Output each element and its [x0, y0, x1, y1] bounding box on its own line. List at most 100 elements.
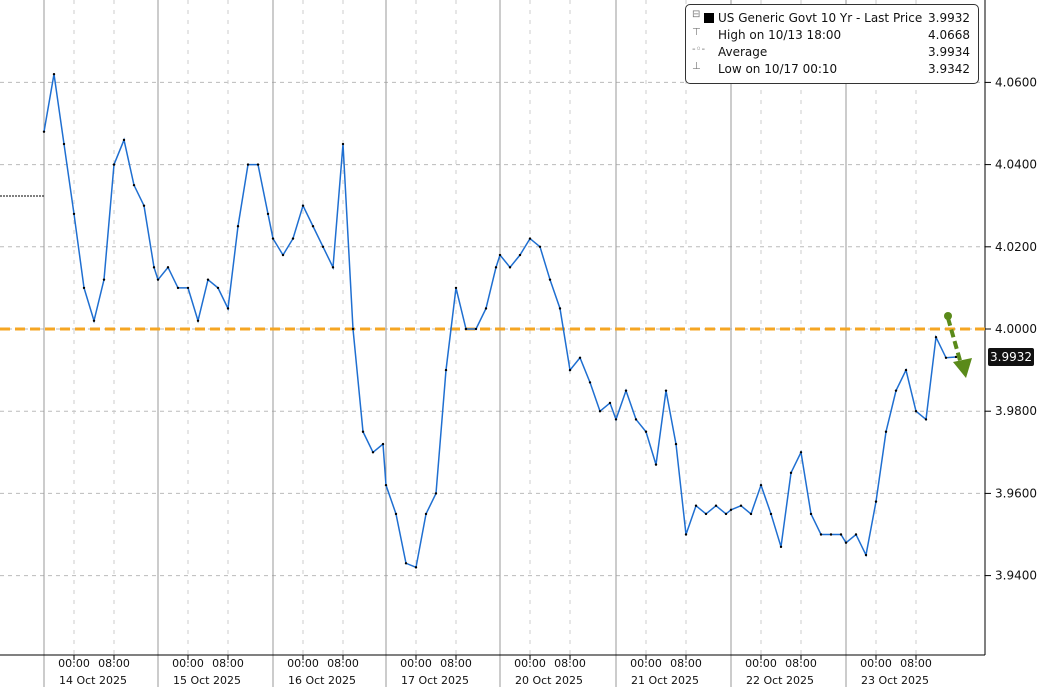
price-point: [102, 278, 106, 281]
y-tick-label: 4.0400: [995, 158, 1037, 172]
legend-title: US Generic Govt 10 Yr - Last Price: [718, 11, 923, 25]
price-point: [578, 356, 582, 359]
price-point: [809, 512, 813, 516]
low-icon: ⊥: [692, 61, 701, 72]
x-tick-label: 00:00: [514, 657, 546, 670]
price-point: [152, 266, 156, 269]
y-tick-label: 3.9600: [995, 486, 1037, 500]
price-point: [674, 442, 678, 446]
price-point: [361, 430, 365, 433]
price-point: [864, 553, 868, 557]
series-swatch: [704, 13, 714, 23]
price-point: [494, 266, 498, 269]
price-point: [528, 237, 532, 240]
price-line: [43, 74, 957, 569]
legend-high-label: High on 10/13 18:00: [718, 28, 842, 42]
price-point: [634, 418, 638, 421]
price-point: [598, 410, 602, 413]
price-point: [654, 463, 658, 466]
price-point: [176, 286, 180, 290]
price-point: [484, 307, 488, 310]
price-point: [301, 204, 305, 207]
x-date-label: 15 Oct 2025: [173, 674, 241, 687]
x-tick-label: 08:00: [785, 657, 817, 670]
x-tick-label: 00:00: [745, 657, 777, 670]
price-point: [424, 512, 428, 516]
price-point: [474, 327, 478, 331]
price-point: [166, 266, 170, 269]
price-point: [82, 286, 86, 290]
price-point: [799, 451, 803, 454]
legend: ⊟ US Generic Govt 10 Yr - Last Price 3.99…: [685, 4, 979, 84]
y-tick-label: 3.9800: [995, 404, 1037, 418]
price-point: [196, 319, 200, 322]
price-point: [92, 319, 96, 322]
price-point: [884, 430, 888, 433]
y-tick-label: 4.0000: [995, 322, 1037, 336]
price-point: [142, 204, 146, 207]
price-point: [568, 368, 572, 372]
down-arrow-head-icon: [953, 358, 972, 378]
price-point: [464, 327, 468, 331]
price-point: [331, 266, 335, 269]
price-point: [122, 138, 126, 142]
price-point: [914, 410, 918, 413]
down-arrow-shaft: [946, 317, 963, 365]
legend-average-label: Average: [718, 45, 768, 59]
price-point: [394, 512, 398, 516]
price-point: [444, 368, 448, 372]
price-point: [498, 253, 502, 257]
price-point: [614, 418, 618, 421]
price-point: [684, 533, 688, 536]
price-point: [156, 278, 160, 281]
price-point: [694, 504, 698, 507]
x-tick-label: 08:00: [554, 657, 586, 670]
price-point: [371, 451, 375, 454]
price-point: [874, 500, 878, 503]
x-date-label: 21 Oct 2025: [631, 674, 699, 687]
price-point: [769, 512, 773, 516]
price-point: [72, 212, 76, 216]
price-point: [454, 286, 458, 290]
x-tick-label: 08:00: [98, 657, 130, 670]
price-point: [664, 389, 668, 392]
high-icon: ⊤: [692, 27, 701, 38]
price-point: [829, 533, 833, 536]
price-point: [894, 389, 898, 392]
x-date-label: 14 Oct 2025: [59, 674, 127, 687]
price-point: [216, 286, 220, 290]
price-point: [759, 483, 763, 487]
price-point: [414, 566, 418, 569]
price-point: [924, 418, 928, 421]
x-tick-label: 00:00: [860, 657, 892, 670]
price-point: [548, 278, 552, 281]
legend-low: 3.9342: [928, 62, 970, 76]
legend-high: 4.0668: [928, 28, 970, 42]
x-date-label: 22 Oct 2025: [746, 674, 814, 687]
price-point: [839, 533, 843, 536]
price-point: [311, 225, 315, 228]
collapse-icon[interactable]: ⊟: [692, 9, 701, 20]
price-point: [381, 442, 385, 446]
price-point: [779, 545, 783, 549]
price-point: [281, 253, 285, 257]
y-tick-label: 3.9400: [995, 569, 1037, 583]
x-tick-label: 00:00: [287, 657, 319, 670]
x-tick-label: 00:00: [630, 657, 662, 670]
price-point: [132, 183, 136, 187]
y-tick-label: 4.0200: [995, 240, 1037, 254]
price-point: [226, 307, 230, 310]
price-point: [624, 389, 628, 392]
price-point: [112, 163, 116, 166]
price-point: [588, 381, 592, 384]
x-tick-label: 08:00: [670, 657, 702, 670]
price-point: [729, 508, 733, 512]
price-point: [954, 355, 958, 359]
price-point: [538, 245, 542, 248]
x-tick-label: 08:00: [900, 657, 932, 670]
price-point: [291, 237, 295, 240]
price-point: [714, 504, 718, 507]
price-point: [749, 512, 753, 516]
price-point: [42, 130, 46, 133]
